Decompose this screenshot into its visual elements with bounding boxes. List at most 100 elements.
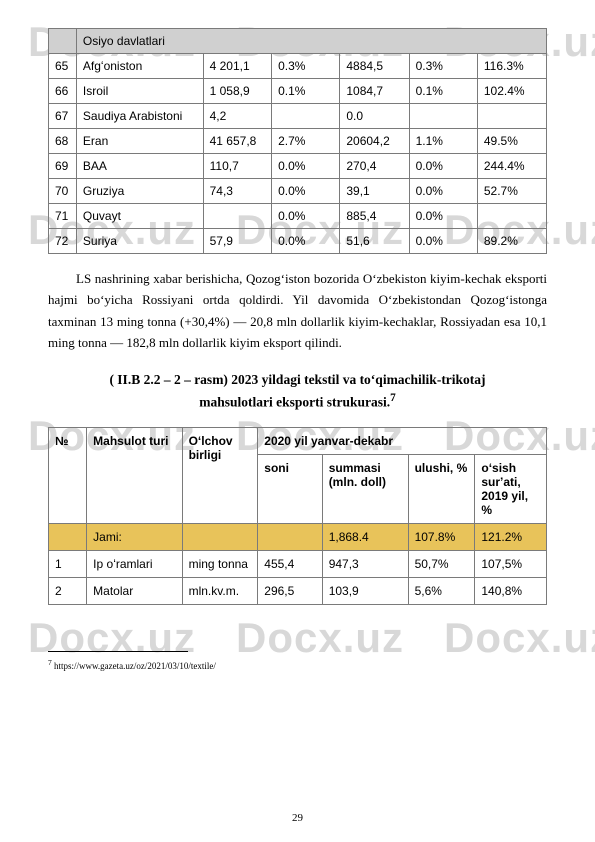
row-num: 71: [49, 204, 77, 229]
total-label: Jami:: [87, 523, 182, 550]
value: 4884,5: [340, 54, 409, 79]
table-row: 72 Suriya 57,9 0.0% 51,6 0.0% 89.2%: [49, 229, 547, 254]
value: 4,2: [203, 104, 271, 129]
country: BAA: [76, 154, 203, 179]
table-row: 70 Gruziya 74,3 0.0% 39,1 0.0% 52.7%: [49, 179, 547, 204]
value: [409, 104, 477, 129]
value: [258, 523, 322, 550]
product: Ip oʻramlari: [87, 550, 182, 577]
col-soni: soni: [258, 454, 322, 523]
row-num: 70: [49, 179, 77, 204]
value: 116.3%: [477, 54, 546, 79]
value: 20604,2: [340, 129, 409, 154]
body-paragraph: LS nashrining xabar berishicha, Qozogʻis…: [48, 268, 547, 354]
value: [477, 204, 546, 229]
total-row: Jami: 1,868.4 107.8% 121.2%: [49, 523, 547, 550]
footnote-marker: 7: [390, 392, 396, 404]
value: 0.1%: [272, 79, 340, 104]
value: 39,1: [340, 179, 409, 204]
table-row: 2 Matolar mln.kv.m. 296,5 103,9 5,6% 140…: [49, 577, 547, 604]
row-num: 65: [49, 54, 77, 79]
value: 0.1%: [409, 79, 477, 104]
value: 0.0%: [272, 179, 340, 204]
countries-table: Osiyo davlatlari 65 Afgʻoniston 4 201,1 …: [48, 28, 547, 254]
country: Gruziya: [76, 179, 203, 204]
value: 4 201,1: [203, 54, 271, 79]
value: 244.4%: [477, 154, 546, 179]
col-unit: Oʻlchov birligi: [182, 427, 258, 523]
row-num: 1: [49, 550, 87, 577]
value: 41 657,8: [203, 129, 271, 154]
table-caption: ( II.B 2.2 – 2 – rasm) 2023 yildagi teks…: [48, 370, 547, 413]
value: 0.3%: [272, 54, 340, 79]
value: 0.0%: [409, 154, 477, 179]
value: 455,4: [258, 550, 322, 577]
value: [203, 204, 271, 229]
table-row: 71 Quvayt 0.0% 885,4 0.0%: [49, 204, 547, 229]
page-number: 29: [0, 812, 595, 824]
value: 107,5%: [475, 550, 547, 577]
footnote-rule: [48, 651, 188, 652]
country: Saudiya Arabistoni: [76, 104, 203, 129]
country: Afgʻoniston: [76, 54, 203, 79]
value: 49.5%: [477, 129, 546, 154]
value: 0.0%: [272, 154, 340, 179]
row-num: 67: [49, 104, 77, 129]
value: 121.2%: [475, 523, 547, 550]
product: Matolar: [87, 577, 182, 604]
value: 0.0%: [409, 229, 477, 254]
caption-line: ( II.B 2.2 – 2 – rasm) 2023 yildagi teks…: [109, 372, 485, 387]
value: 110,7: [203, 154, 271, 179]
unit: ming tonna: [182, 550, 258, 577]
value: 74,3: [203, 179, 271, 204]
unit: mln.kv.m.: [182, 577, 258, 604]
col-num: №: [49, 427, 87, 523]
value: 1 058,9: [203, 79, 271, 104]
value: 270,4: [340, 154, 409, 179]
row-num: 2: [49, 577, 87, 604]
col-product: Mahsulot turi: [87, 427, 182, 523]
value: 2.7%: [272, 129, 340, 154]
value: 1,868.4: [322, 523, 408, 550]
value: 107.8%: [408, 523, 475, 550]
value: 51,6: [340, 229, 409, 254]
country: Suriya: [76, 229, 203, 254]
row-num: 69: [49, 154, 77, 179]
value: 50,7%: [408, 550, 475, 577]
value: 0.0%: [272, 229, 340, 254]
table-header-row: № Mahsulot turi Oʻlchov birligi 2020 yil…: [49, 427, 547, 454]
value: 296,5: [258, 577, 322, 604]
row-num: 68: [49, 129, 77, 154]
table-section-header: Osiyo davlatlari: [49, 29, 547, 54]
value: 103,9: [322, 577, 408, 604]
table-row: 1 Ip oʻramlari ming tonna 455,4 947,3 50…: [49, 550, 547, 577]
value: 885,4: [340, 204, 409, 229]
col-osish: oʻsish surʼati, 2019 yil, %: [475, 454, 547, 523]
value: [272, 104, 340, 129]
table-row: 68 Eran 41 657,8 2.7% 20604,2 1.1% 49.5%: [49, 129, 547, 154]
value: 5,6%: [408, 577, 475, 604]
caption-line: mahsulotlari eksporti strukurasi.: [199, 395, 390, 410]
col-period: 2020 yil yanvar-dekabr: [258, 427, 547, 454]
table-row: 66 Isroil 1 058,9 0.1% 1084,7 0.1% 102.4…: [49, 79, 547, 104]
value: 140,8%: [475, 577, 547, 604]
table-row: 65 Afgʻoniston 4 201,1 0.3% 4884,5 0.3% …: [49, 54, 547, 79]
value: 102.4%: [477, 79, 546, 104]
value: 89.2%: [477, 229, 546, 254]
table-row: 67 Saudiya Arabistoni 4,2 0.0: [49, 104, 547, 129]
row-num: 72: [49, 229, 77, 254]
footnote: 7 https://www.gazeta.uz/oz/2021/03/10/te…: [48, 658, 547, 671]
row-num: 66: [49, 79, 77, 104]
col-summasi: summasi (mln. doll): [322, 454, 408, 523]
value: 0.0: [340, 104, 409, 129]
section-title: Osiyo davlatlari: [76, 29, 546, 54]
country: Eran: [76, 129, 203, 154]
products-table: № Mahsulot turi Oʻlchov birligi 2020 yil…: [48, 427, 547, 605]
country: Quvayt: [76, 204, 203, 229]
page-content: Osiyo davlatlari 65 Afgʻoniston 4 201,1 …: [0, 0, 595, 691]
value: 52.7%: [477, 179, 546, 204]
col-ulushi: ulushi, %: [408, 454, 475, 523]
value: 0.0%: [272, 204, 340, 229]
value: 0.0%: [409, 204, 477, 229]
value: 1084,7: [340, 79, 409, 104]
